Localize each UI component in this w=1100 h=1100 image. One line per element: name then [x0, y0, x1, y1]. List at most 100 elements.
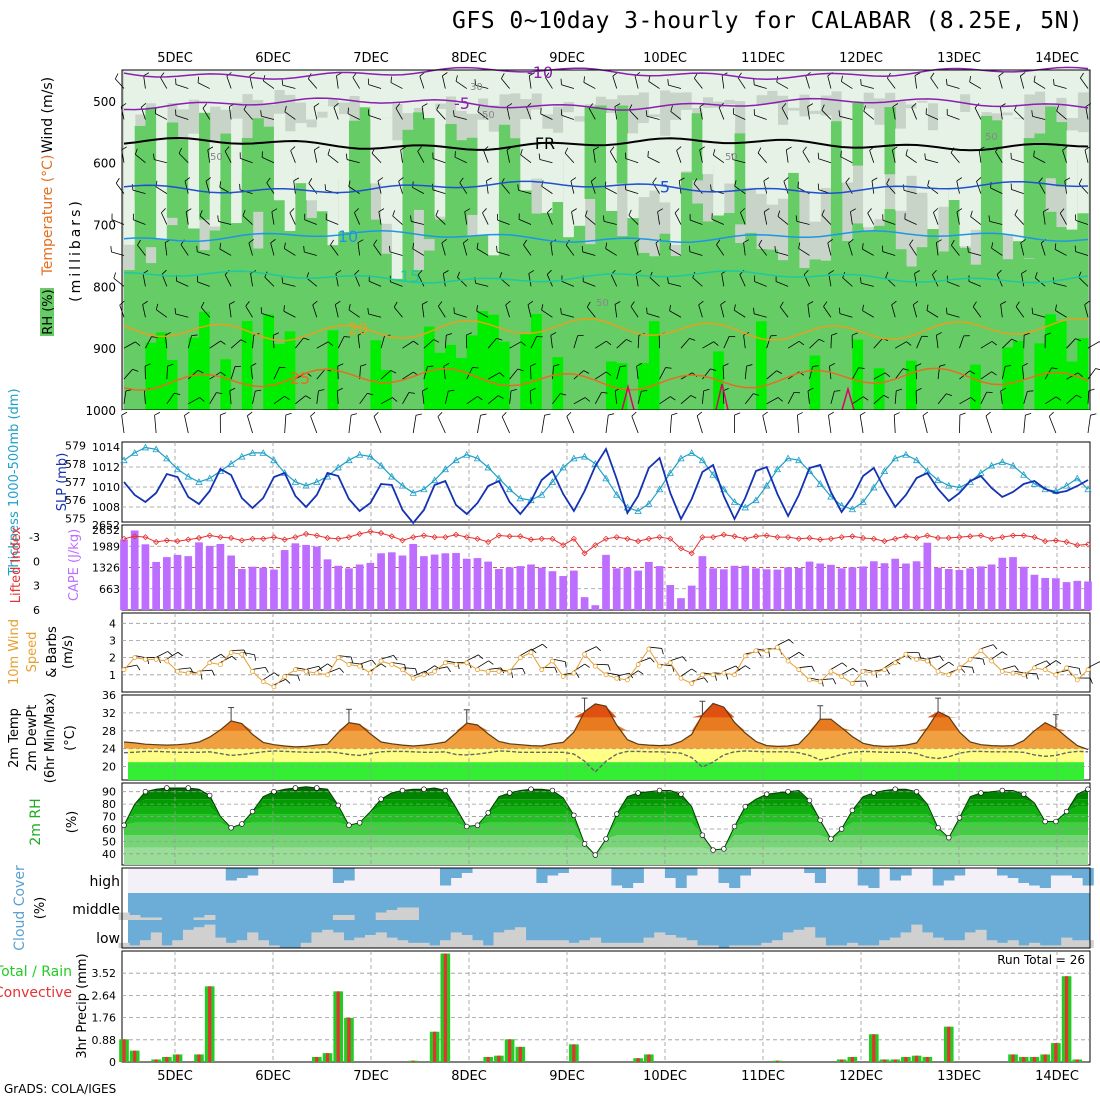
barb-staff	[946, 84, 960, 89]
barb-flag	[115, 177, 120, 184]
rh-bright-column	[381, 369, 393, 410]
barb-flag	[506, 103, 513, 108]
barb-staff	[184, 180, 189, 194]
rh-green-column	[306, 217, 318, 410]
cape-bar	[655, 566, 664, 610]
rh-bright-column	[263, 314, 275, 410]
rh-point	[635, 790, 641, 796]
rh-mid-column	[284, 131, 296, 231]
rh-bright-column	[905, 360, 918, 410]
rh-green-column	[295, 158, 307, 410]
barb-staff	[1066, 665, 1080, 669]
barb-flag	[637, 670, 644, 675]
wind-barb	[547, 208, 553, 225]
surface-barb	[1066, 665, 1081, 675]
barb-flag	[652, 177, 657, 183]
barb-flag	[566, 411, 572, 417]
barb-staff	[659, 396, 671, 405]
barb-staff	[670, 656, 683, 662]
rh-mid-column	[402, 129, 414, 264]
wind-barb	[509, 388, 517, 404]
barb-staff	[523, 244, 532, 256]
cloud-low-bar	[439, 940, 452, 948]
wind-speed-point	[1042, 667, 1048, 673]
barb-flag	[602, 215, 605, 222]
rh-mid-column	[177, 139, 189, 274]
barb-staff	[337, 336, 345, 349]
rh-mid-column	[1045, 106, 1057, 179]
rh-point	[956, 815, 963, 821]
thickness-point	[1030, 479, 1039, 487]
barb-flag	[871, 177, 878, 182]
cloud-low-bar	[397, 940, 409, 948]
cape-bar	[698, 556, 707, 610]
barb-flag	[862, 304, 864, 311]
rh-point	[817, 817, 823, 823]
cloud-low-bar	[247, 932, 259, 948]
wind-barb	[680, 395, 697, 405]
wind-barb	[389, 245, 403, 256]
barb-flag	[155, 303, 159, 310]
barb-flag	[1089, 677, 1093, 684]
barb-flag	[1025, 413, 1032, 416]
barb-flag	[324, 184, 327, 191]
wind-barb	[1010, 183, 1024, 195]
wind-barb	[912, 300, 919, 318]
barb-staff	[1054, 248, 1067, 256]
wind-barb	[1031, 307, 1046, 318]
barb-staff	[937, 661, 950, 670]
wind-barb	[1074, 245, 1089, 256]
rh-green-column	[916, 247, 928, 410]
barb-staff	[1087, 390, 1090, 404]
lifted-index-point	[570, 535, 577, 542]
cape-bar	[280, 550, 289, 610]
cloud-low-bar	[140, 940, 152, 948]
barb-flag	[956, 177, 963, 182]
barb-staff	[637, 335, 640, 349]
rh-green-column	[959, 247, 971, 410]
wind-barb	[187, 334, 198, 349]
surface-wind-barb	[859, 411, 866, 434]
thickness-point	[505, 485, 514, 493]
thickness-point	[355, 450, 364, 458]
barb-flag	[714, 674, 717, 681]
barb-flag	[161, 208, 166, 214]
lifted-index-point	[1063, 538, 1070, 546]
wind-speed-point	[560, 674, 566, 679]
rh-mid-column	[584, 106, 596, 199]
barb-flag	[1043, 208, 1049, 213]
rh-dry-top	[306, 70, 318, 120]
cape-bar	[902, 563, 910, 610]
wind-barb	[674, 208, 682, 225]
barb-flag	[220, 340, 226, 345]
rh-bright-column	[156, 332, 168, 410]
wind-speed-point	[860, 668, 866, 674]
wind-barb	[689, 245, 703, 256]
barb-flag	[693, 178, 698, 184]
thickness-slp-frame	[121, 441, 1091, 523]
barb-flag	[415, 413, 422, 416]
wind-barb	[807, 103, 814, 120]
barb-staff	[605, 672, 619, 676]
rh-point	[710, 847, 716, 853]
barb-staff	[862, 248, 874, 256]
barb-flag	[249, 72, 255, 77]
rh-green-column	[809, 259, 821, 410]
barb-staff	[625, 158, 639, 164]
barb-staff	[744, 393, 754, 405]
thickness-point	[270, 456, 278, 464]
barb-flag	[318, 389, 325, 392]
surface-wind-barb	[154, 412, 161, 434]
precip-convective-label: Convective	[0, 985, 72, 1001]
thickness-point	[666, 469, 674, 476]
cloud-high-bar	[1050, 868, 1062, 876]
barb-staff	[334, 304, 339, 318]
rh-green-column	[991, 218, 1003, 410]
barb-flag	[788, 639, 794, 644]
barb-staff	[711, 218, 724, 225]
barb-staff	[869, 150, 875, 163]
surface-wind-barb	[762, 411, 768, 434]
barb-flag	[1014, 665, 1019, 671]
barb-staff	[1019, 75, 1025, 89]
wind-barb	[848, 238, 854, 256]
